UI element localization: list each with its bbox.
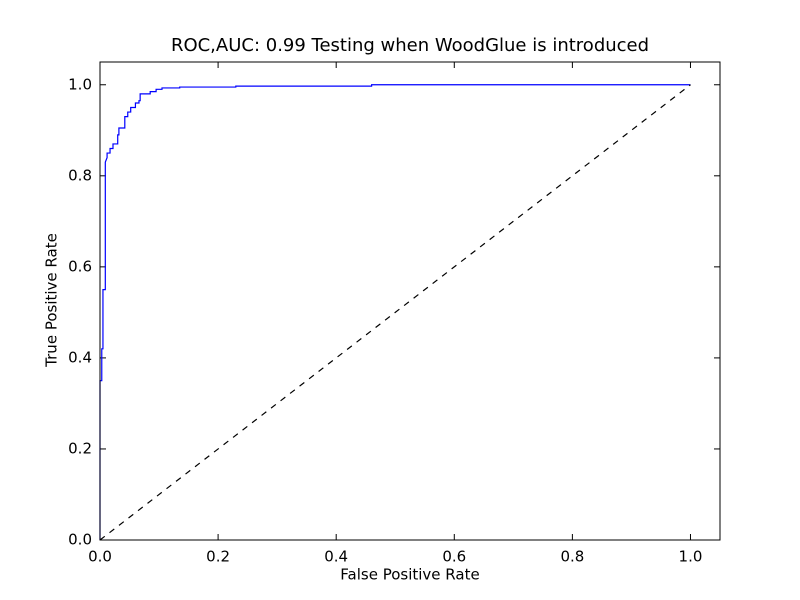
y-axis-label: True Positive Rate xyxy=(43,233,61,368)
y-tick-label: 1.0 xyxy=(68,75,92,93)
series-line xyxy=(99,84,691,541)
series-line xyxy=(99,84,691,540)
x-tick-label: 1.0 xyxy=(679,548,703,566)
y-tick-label: 0.0 xyxy=(68,531,92,549)
y-tick-label: 0.2 xyxy=(68,439,92,457)
y-tick-label: 0.4 xyxy=(68,348,92,366)
x-tick-label: 0.6 xyxy=(442,548,466,566)
x-tick-label: 0.8 xyxy=(560,548,584,566)
y-tick-label: 0.6 xyxy=(68,257,92,275)
x-tick-label: 0.2 xyxy=(206,548,230,566)
x-tick-label: 0.4 xyxy=(324,548,348,566)
x-axis-label: False Positive Rate xyxy=(340,566,479,584)
y-tick-label: 0.8 xyxy=(68,166,92,184)
x-tick-label: 0.0 xyxy=(88,548,112,566)
plot-frame xyxy=(99,61,721,541)
chart-title: ROC,AUC: 0.99 Testing when WoodGlue is i… xyxy=(171,35,649,56)
